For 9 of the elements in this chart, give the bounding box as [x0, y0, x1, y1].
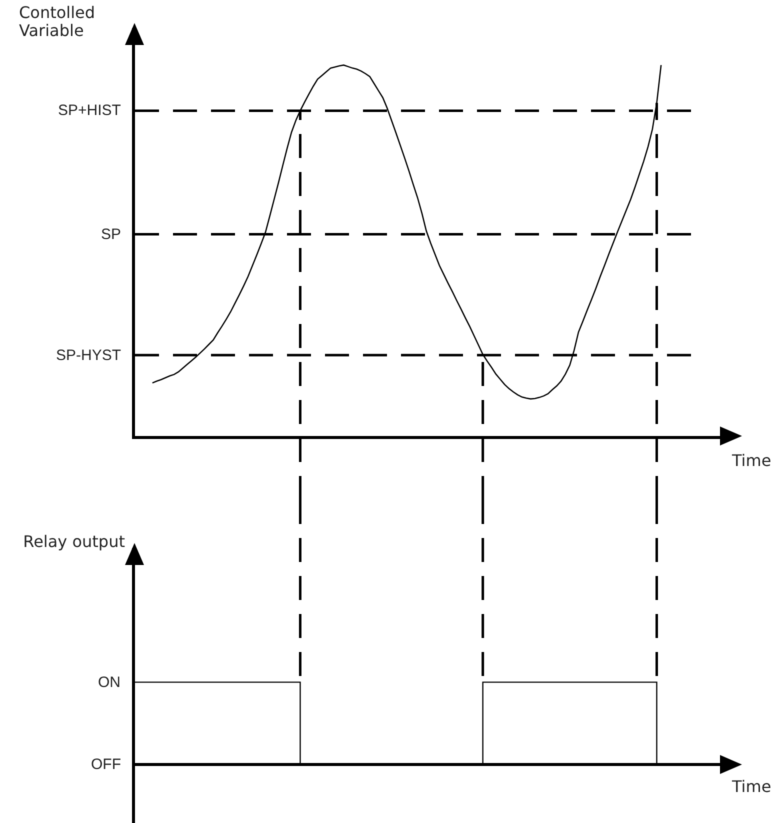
text: OFF [91, 756, 121, 773]
x-axis-title: Time [731, 451, 772, 470]
ref-line-label: SP+HIST [58, 102, 121, 119]
y-axis-title: Relay output [23, 532, 125, 551]
y-axis-title: Contolled Variable [19, 3, 96, 40]
text: ON [98, 674, 120, 691]
x-axis-title: Time [731, 777, 772, 796]
ref-line-label: SP [101, 226, 122, 243]
ref-line-label: SP-HYST [56, 347, 122, 364]
